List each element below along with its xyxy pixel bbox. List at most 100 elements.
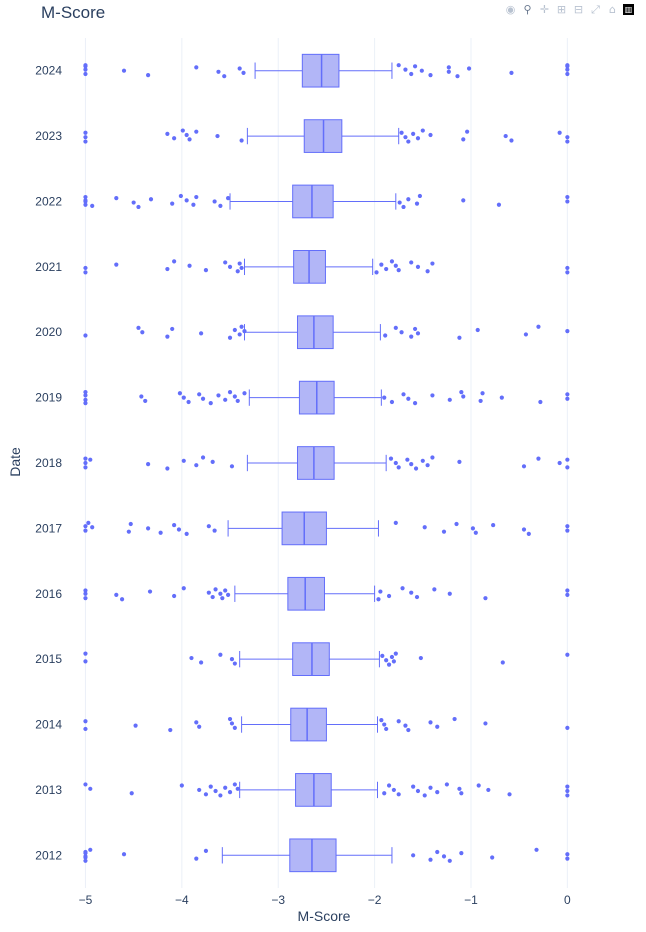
outlier-point (178, 193, 183, 199)
y-tick-label: 2014 (35, 718, 62, 732)
outlier-point (194, 194, 199, 200)
outlier-point (446, 65, 451, 70)
outlier-point (88, 457, 93, 462)
outliers-2019 (83, 390, 570, 406)
iqr-box (289, 838, 337, 873)
outlier-point (509, 70, 514, 75)
outlier-point (397, 200, 402, 205)
outlier-point (534, 847, 539, 852)
box-2024[interactable] (254, 53, 393, 88)
outlier-point (379, 262, 384, 267)
outlier-point (83, 390, 88, 395)
outlier-point (409, 260, 414, 265)
box-2016[interactable] (234, 576, 376, 611)
plotly-logo-icon[interactable]: ▥ (623, 4, 634, 15)
outlier-point (210, 459, 215, 464)
outlier-point (126, 529, 131, 534)
outlier-point (565, 270, 570, 275)
outliers-2016 (83, 586, 570, 602)
outlier-point (382, 791, 387, 796)
iqr-box (287, 576, 325, 611)
outlier-point (447, 591, 452, 596)
outlier-point (428, 785, 433, 790)
outlier-point (447, 397, 452, 402)
box-2021[interactable] (243, 250, 374, 284)
outlier-point (403, 67, 408, 72)
box-2022[interactable] (229, 184, 397, 219)
outlier-point (83, 719, 88, 724)
outlier-point (239, 265, 244, 271)
outlier-point (194, 463, 199, 468)
outlier-point (237, 261, 242, 266)
outlier-point (565, 588, 570, 593)
box-2023[interactable] (246, 119, 400, 153)
outlier-point (400, 586, 405, 591)
pan-icon[interactable]: ✛ (539, 3, 550, 16)
outlier-point (465, 129, 470, 134)
box-2013[interactable] (239, 773, 378, 807)
outlier-point (388, 456, 394, 461)
home-icon[interactable]: ⌂ (609, 3, 616, 16)
outlier-point (565, 592, 570, 597)
outlier-point (384, 658, 389, 663)
box-2015[interactable] (239, 642, 380, 676)
outlier-point (430, 393, 435, 398)
outlier-point (470, 526, 476, 531)
outlier-point (452, 716, 457, 722)
outlier-point (386, 783, 392, 788)
outlier-point (194, 129, 199, 134)
outlier-point (565, 194, 570, 200)
outlier-point (507, 792, 512, 797)
outlier-point (412, 326, 418, 332)
outlier-point (226, 592, 231, 597)
box-2017[interactable] (227, 511, 379, 546)
outlier-point (393, 520, 398, 525)
outlier-point (239, 324, 244, 329)
outlier-point (83, 651, 88, 656)
autoscale-icon[interactable]: ⤢ (591, 3, 600, 16)
outlier-point (203, 268, 209, 273)
y-axis-title: Date (7, 447, 23, 477)
outlier-point (565, 793, 570, 798)
outlier-point (241, 70, 246, 75)
zoom-in-icon[interactable]: ⊞ (556, 3, 567, 16)
box-2020[interactable] (243, 315, 381, 350)
box-2014[interactable] (241, 707, 378, 742)
box-2018[interactable] (246, 446, 387, 480)
x-tick-label: −5 (79, 893, 93, 907)
x-axis-title: M-Score (298, 908, 351, 924)
outlier-point (86, 520, 91, 525)
zoom-out-icon[interactable]: ⊟ (573, 3, 584, 16)
outlier-point (232, 782, 237, 787)
camera-icon[interactable]: ◉ (505, 3, 516, 16)
iqr-box (292, 184, 334, 219)
outlier-point (146, 462, 151, 467)
outlier-point (565, 856, 570, 861)
box-2012[interactable] (221, 838, 393, 873)
outlier-point (83, 460, 88, 466)
outlier-point (181, 586, 186, 591)
y-tick-label: 2019 (35, 391, 62, 405)
y-tick-label: 2013 (35, 783, 62, 797)
outlier-point (428, 132, 433, 138)
zoom-icon[interactable]: ⚲ (523, 3, 532, 16)
y-tick-label: 2018 (35, 456, 62, 470)
outlier-point (165, 131, 170, 136)
y-tick-label: 2021 (35, 260, 62, 274)
outlier-point (420, 128, 425, 133)
outlier-point (476, 783, 481, 788)
outlier-point (213, 788, 218, 794)
outlier-point (191, 202, 196, 207)
outlier-point (235, 398, 240, 404)
outlier-point (212, 528, 217, 533)
outlier-point (374, 270, 379, 275)
outlier-point (83, 456, 88, 461)
box-2019[interactable] (248, 380, 382, 415)
outlier-point (415, 264, 421, 269)
outlier-point (136, 204, 141, 210)
outlier-point (565, 652, 570, 657)
outlier-point (83, 726, 88, 732)
outlier-point (172, 136, 177, 141)
outlier-point (496, 202, 502, 207)
outlier-point (227, 335, 233, 340)
